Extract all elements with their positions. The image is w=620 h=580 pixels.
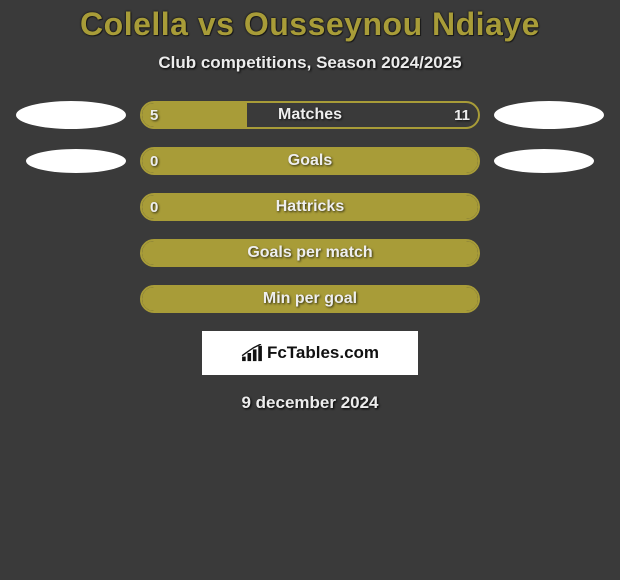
fctables-badge[interactable]: FcTables.com <box>202 331 418 375</box>
date-text: 9 december 2024 <box>0 393 620 413</box>
stat-bar: Matches5 11 <box>140 101 480 129</box>
stat-row: Goals0 <box>0 147 620 175</box>
bar-value-left: 0 <box>140 147 168 175</box>
bar-label: Hattricks <box>140 193 480 221</box>
stat-row: Goals per match <box>0 239 620 267</box>
fctables-text: FcTables.com <box>267 343 379 363</box>
page-title: Colella vs Ousseynou Ndiaye <box>0 6 620 43</box>
bars-region: Matches511Goals0Hattricks0Goals per matc… <box>0 101 620 313</box>
player-right-ellipse <box>494 101 604 129</box>
bar-label: Goals per match <box>140 239 480 267</box>
infographic-container: Colella vs Ousseynou Ndiaye Club competi… <box>0 0 620 413</box>
bar-value-left: 5 <box>140 101 168 129</box>
stat-row: Hattricks0 <box>0 193 620 221</box>
subtitle: Club competitions, Season 2024/2025 <box>0 53 620 73</box>
bar-value-left: 0 <box>140 193 168 221</box>
player-right-ellipse <box>494 149 594 173</box>
bar-label: Matches <box>140 101 480 129</box>
stat-bar: Min per goal <box>140 285 480 313</box>
stat-bar: Goals per match <box>140 239 480 267</box>
fctables-logo-icon <box>241 344 263 362</box>
stat-bar: Goals0 <box>140 147 480 175</box>
bar-label: Goals <box>140 147 480 175</box>
bar-value-right: 11 <box>444 101 480 129</box>
stat-row: Min per goal <box>0 285 620 313</box>
stat-row: Matches5 11 <box>0 101 620 129</box>
stat-bar: Hattricks0 <box>140 193 480 221</box>
player-left-ellipse <box>26 149 126 173</box>
bar-label: Min per goal <box>140 285 480 313</box>
player-left-ellipse <box>16 101 126 129</box>
